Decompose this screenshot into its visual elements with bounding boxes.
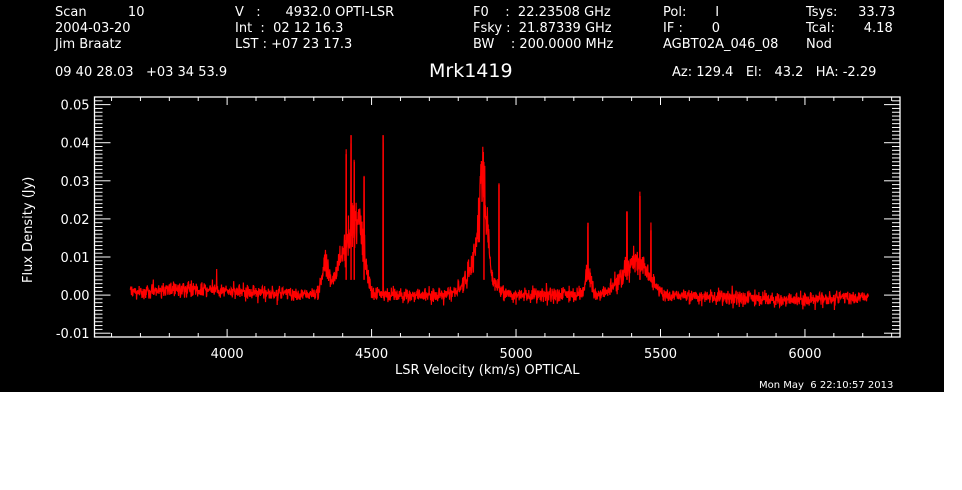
plot-frame <box>93 96 901 338</box>
y-tick-label: 0.03 <box>61 175 90 190</box>
header-lst: LST : +07 23 17.3 <box>235 37 353 52</box>
y-tick-label: -0.01 <box>56 327 90 342</box>
x-axis-label: LSR Velocity (km/s) OPTICAL <box>395 363 580 378</box>
header-pol: Pol: I <box>663 5 720 20</box>
header-if: IF : 0 <box>663 21 721 36</box>
plot-background <box>0 0 944 392</box>
header-scan: Scan 10 <box>55 5 145 20</box>
chart-title: Mrk1419 <box>429 60 513 82</box>
spectrum-trace <box>129 142 870 311</box>
header-observer: Jim Braatz <box>55 37 122 52</box>
y-tick-label: 0.00 <box>61 289 90 304</box>
x-tick-label: 6000 <box>788 347 821 362</box>
y-tick-label: 0.02 <box>61 213 90 228</box>
x-tick-label: 4500 <box>355 347 388 362</box>
y-tick-label: 0.05 <box>61 99 90 114</box>
y-tick-label: 0.04 <box>61 137 90 152</box>
timestamp: Mon May 6 22:10:57 2013 <box>759 380 894 391</box>
header-tcal: Tcal: 4.18 <box>806 21 893 36</box>
y-tick-label: 0.01 <box>61 251 90 266</box>
header-int: Int : 02 12 16.3 <box>235 21 344 36</box>
header-project: AGBT02A_046_08 <box>663 37 779 52</box>
x-tick-label: 5000 <box>499 347 532 362</box>
y-axis-label: Flux Density (Jy) <box>21 176 36 283</box>
header-date: 2004-03-20 <box>55 21 131 36</box>
header-bw: BW : 200.0000 MHz <box>473 37 614 52</box>
header-coordinates: 09 40 28.03 +03 34 53.9 <box>55 65 228 80</box>
header-fsky: Fsky : 21.87339 GHz <box>473 21 612 36</box>
header-f0: F0 : 22.23508 GHz <box>473 5 611 20</box>
header-tsys: Tsys: 33.73 <box>806 5 896 20</box>
x-tick-label: 4000 <box>211 347 244 362</box>
header-az-el-ha: Az: 129.4 El: 43.2 HA: -2.29 <box>672 65 877 80</box>
x-tick-label: 5500 <box>644 347 677 362</box>
header-velocity: V : 4932.0 OPTI-LSR <box>235 5 395 20</box>
header-procedure: Nod <box>806 37 832 52</box>
